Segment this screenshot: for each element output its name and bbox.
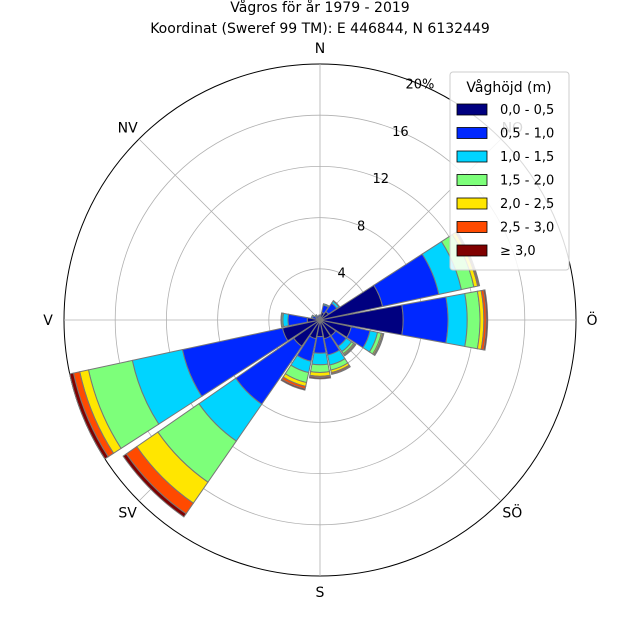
rose-bar-segment bbox=[308, 376, 332, 380]
radial-tick-label: 16 bbox=[392, 125, 409, 140]
rose-bar-segment bbox=[464, 290, 481, 350]
axis-labels: NNOÖSÖSSVVNV48121620% bbox=[43, 41, 597, 601]
direction-label: SV bbox=[118, 505, 137, 521]
legend-swatch bbox=[456, 103, 488, 116]
rose-bar-segment bbox=[330, 365, 351, 376]
rose-bars bbox=[69, 230, 489, 518]
rose-bar-segment bbox=[280, 312, 283, 328]
radial-tick-label: 12 bbox=[373, 172, 390, 187]
radial-tick-label: 4 bbox=[337, 267, 345, 282]
legend-items: 0,0 - 0,5 0,5 - 1,0 1,0 - 1,5 1,5 - 2,0 2,0 … bbox=[456, 103, 554, 259]
direction-label: S bbox=[316, 585, 325, 601]
legend-swatch bbox=[456, 174, 488, 186]
radial-tick-label: 8 bbox=[357, 219, 365, 234]
legend: Våghöjd (m) 0,0 - 0,5 0,5 - 1,0 1,0 - 1,5 1… bbox=[449, 71, 570, 271]
rose-bar-segment bbox=[122, 453, 187, 518]
direction-label: NV bbox=[118, 121, 138, 137]
grid-spoke bbox=[138, 138, 321, 321]
rose-bar-segment bbox=[322, 303, 330, 308]
direction-label: SÖ bbox=[502, 503, 522, 521]
legend-label: 2,0 - 2,5 bbox=[500, 197, 554, 212]
rose-bar-segment bbox=[310, 314, 315, 319]
legend-frame bbox=[449, 71, 570, 271]
rose-bar-segment bbox=[280, 378, 306, 391]
legend-swatch bbox=[456, 127, 488, 139]
direction-label: Ö bbox=[586, 311, 597, 329]
legend-label: ≥ 3,0 bbox=[500, 244, 536, 259]
legend-swatch bbox=[456, 150, 488, 163]
rose-bar-segment bbox=[401, 296, 449, 344]
rose-bar-segment bbox=[314, 314, 318, 318]
rose-bar-segment bbox=[69, 372, 109, 460]
legend-swatch bbox=[456, 197, 488, 210]
legend-swatch bbox=[456, 221, 488, 233]
rose-bar-segment bbox=[282, 312, 290, 328]
rose-bar-segment bbox=[316, 315, 321, 319]
legend-title: Våghöjd (m) bbox=[466, 79, 551, 96]
direction-label: V bbox=[43, 313, 53, 329]
legend-swatch bbox=[456, 244, 488, 257]
legend-label: 0,0 - 0,5 bbox=[500, 103, 554, 118]
rose-bar-segment bbox=[445, 292, 468, 348]
legend-label: 2,5 - 3,0 bbox=[500, 221, 554, 236]
rose-bar-segment bbox=[483, 289, 489, 351]
legend-label: 0,5 - 1,0 bbox=[500, 127, 554, 142]
legend-label: 1,5 - 2,0 bbox=[500, 174, 554, 189]
rose-bar-segment bbox=[343, 343, 357, 357]
rose-bar-segment bbox=[309, 363, 331, 373]
chart-subtitle: Koordinat (Sweref 99 TM): E 446844, N 61… bbox=[150, 21, 490, 37]
chart-title: Vågros för år 1979 - 2019 bbox=[230, 0, 409, 16]
legend-label: 1,0 - 1,5 bbox=[500, 150, 554, 165]
radial-tick-label: 20% bbox=[406, 77, 435, 92]
direction-label: N bbox=[315, 41, 325, 57]
rose-bar-segment bbox=[311, 352, 329, 366]
rose-bar-segment bbox=[373, 333, 385, 357]
rose-bar-segment bbox=[332, 299, 341, 308]
